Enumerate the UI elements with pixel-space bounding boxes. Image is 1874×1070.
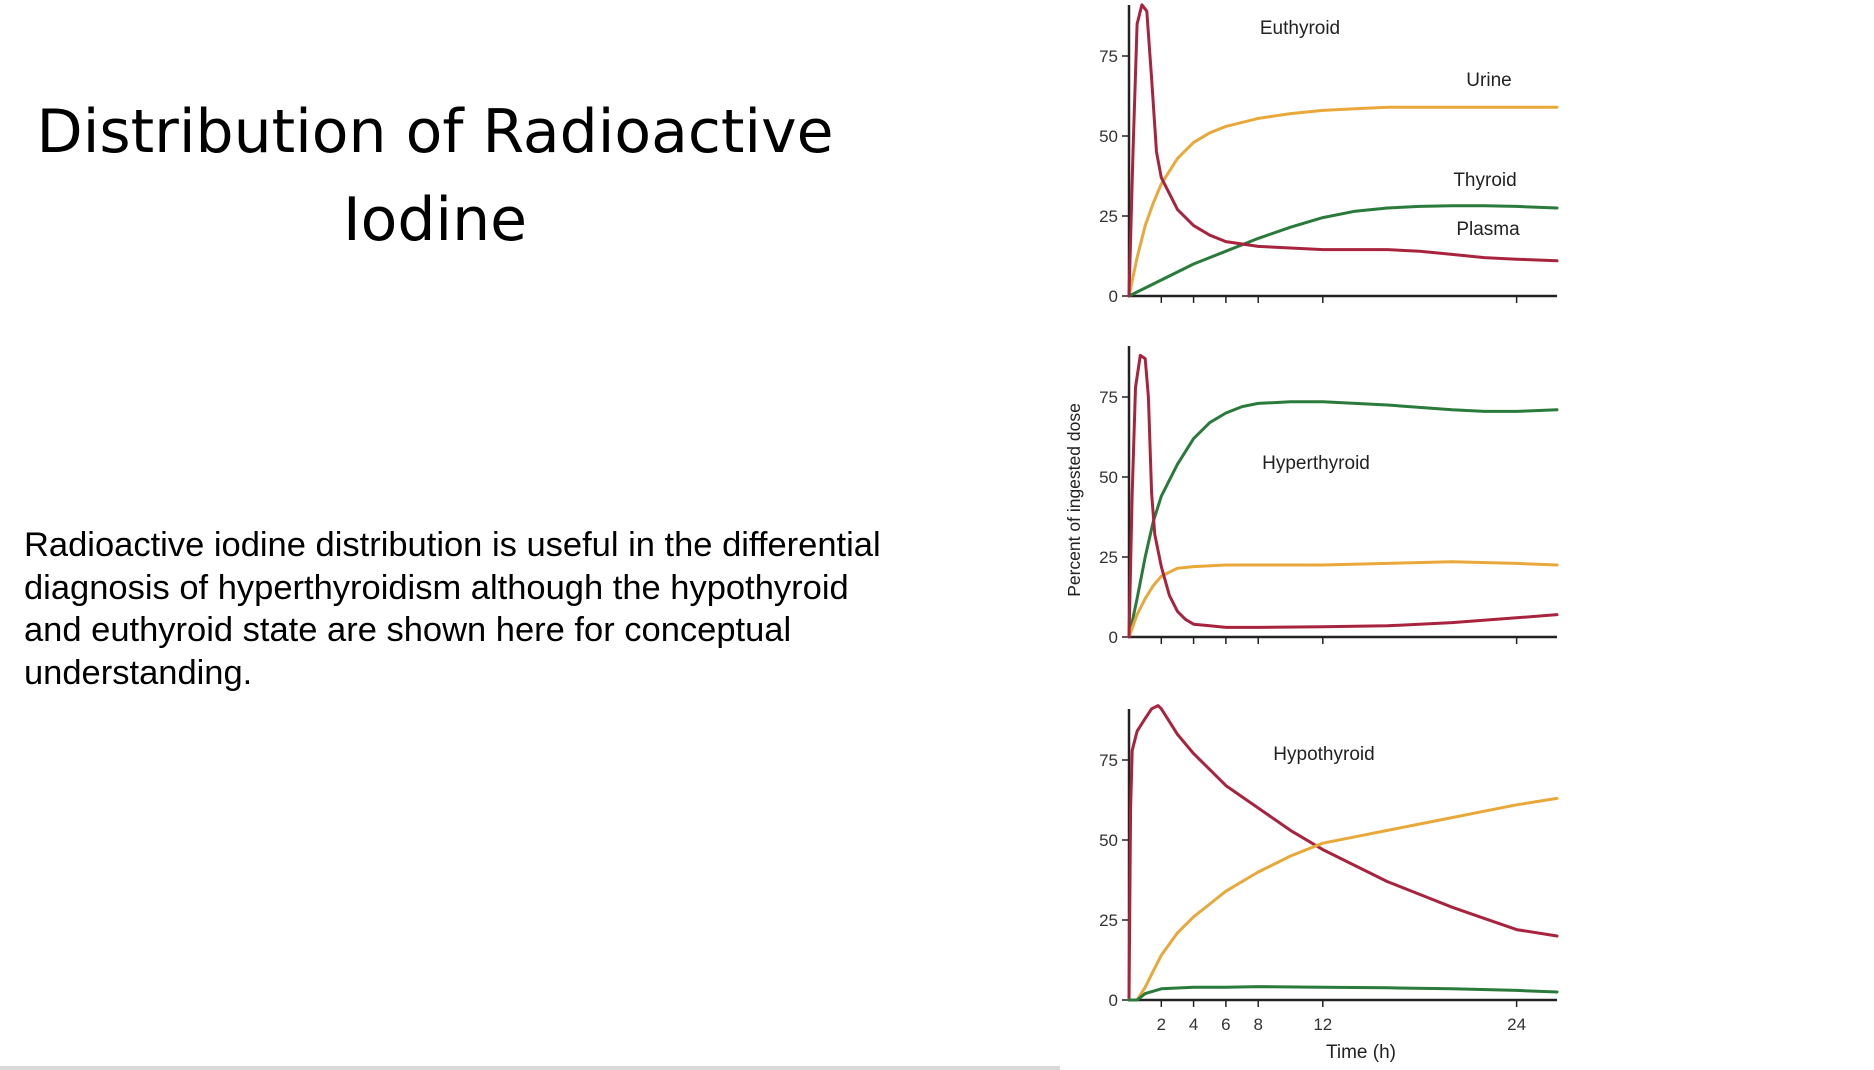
panel-title: Hypothyroid	[1273, 744, 1374, 765]
y-tick-label: 25	[1099, 548, 1118, 567]
x-tick-label: 8	[1253, 1015, 1262, 1034]
y-tick-label: 50	[1099, 831, 1118, 850]
y-tick-label: 50	[1099, 127, 1118, 146]
series-line-thyroid	[1127, 985, 1559, 1002]
y-tick-label: 75	[1099, 47, 1118, 66]
slide-title: Distribution of Radioactive Iodine	[20, 88, 850, 264]
y-tick-label: 50	[1099, 468, 1118, 487]
y-tick-label: 75	[1099, 388, 1118, 407]
y-tick-label: 25	[1099, 911, 1118, 930]
slide-title-line1: Distribution of Radioactive	[36, 97, 834, 167]
y-tick-label: 0	[1109, 991, 1118, 1010]
slide-body-text: Radioactive iodine distribution is usefu…	[24, 526, 881, 692]
series-line-urine	[1127, 105, 1559, 298]
y-axis-label: Percent of ingested dose	[1064, 403, 1084, 597]
series-line-plasma	[1127, 704, 1559, 1002]
y-tick-label: 75	[1099, 751, 1118, 770]
series-line-urine	[1127, 560, 1559, 639]
x-tick-label: 2	[1157, 1015, 1166, 1034]
y-tick-label: 0	[1109, 287, 1118, 306]
series-annotation: Urine	[1466, 70, 1511, 91]
x-tick-label: 12	[1313, 1015, 1332, 1034]
series-line-thyroid	[1127, 204, 1559, 298]
panel-title: Hyperthyroid	[1262, 453, 1370, 474]
panel-title: Euthyroid	[1260, 18, 1340, 39]
series-line-plasma	[1127, 3, 1559, 298]
y-tick-label: 0	[1109, 628, 1118, 647]
series-annotation: Plasma	[1456, 219, 1520, 240]
x-tick-label: 24	[1507, 1015, 1526, 1034]
series-annotation: Thyroid	[1453, 170, 1516, 191]
x-axis-label: Time (h)	[1326, 1042, 1396, 1063]
slide-title-line2: Iodine	[342, 185, 528, 255]
y-tick-label: 25	[1099, 207, 1118, 226]
series-line-plasma	[1127, 353, 1559, 639]
series-line-urine	[1127, 796, 1559, 1002]
x-tick-label: 4	[1189, 1015, 1198, 1034]
series-line-thyroid	[1127, 400, 1559, 639]
x-tick-label: 6	[1221, 1015, 1230, 1034]
bottom-divider	[0, 1066, 1060, 1070]
